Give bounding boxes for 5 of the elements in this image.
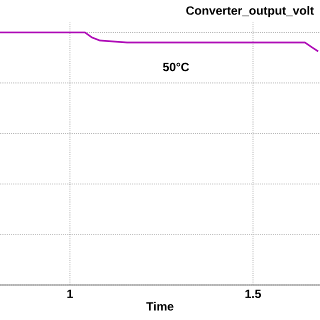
chart-title: Converter_output_volt [186, 6, 314, 18]
annotation: 50°C [163, 62, 190, 72]
x-axis-title: Time [146, 302, 174, 311]
x-tick-label: 1.5 [245, 290, 261, 298]
x-tick-label: 1 [67, 290, 73, 298]
